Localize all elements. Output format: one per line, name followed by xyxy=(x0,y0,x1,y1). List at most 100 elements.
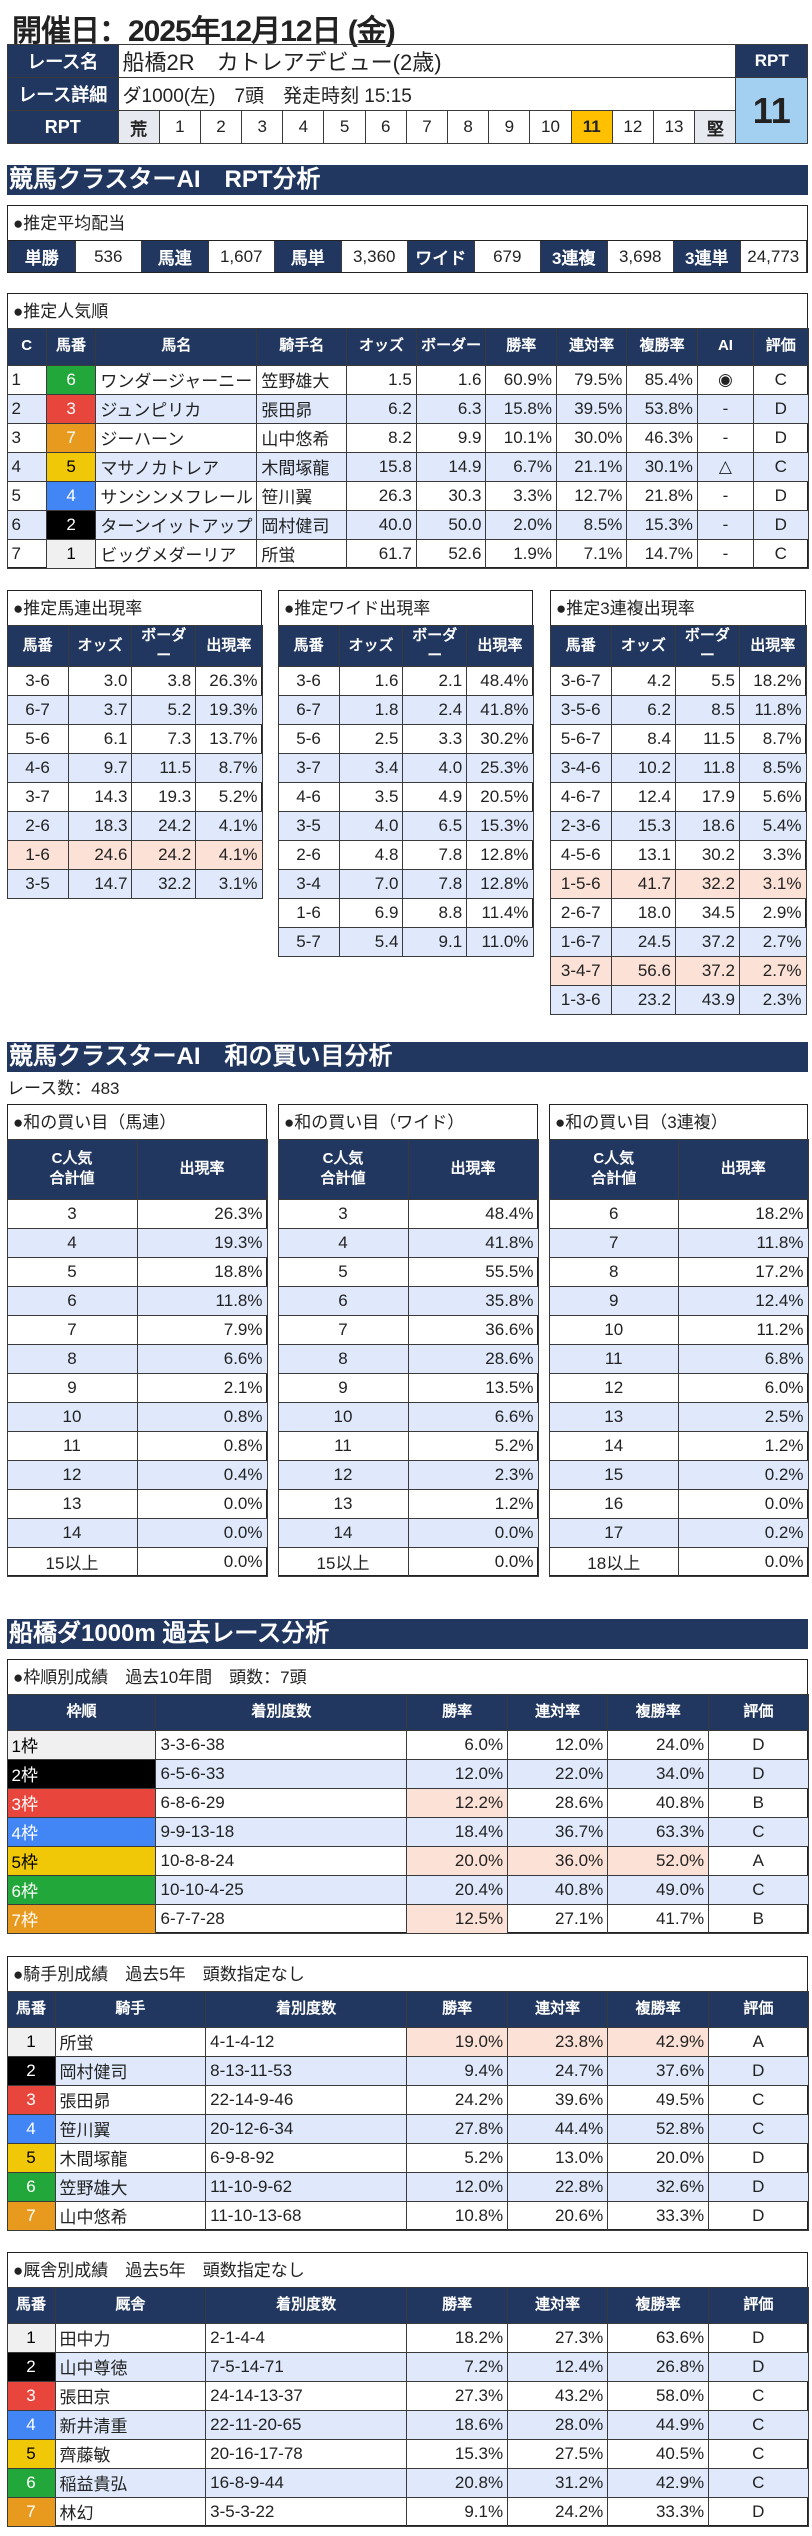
column-header: 馬番 xyxy=(6,2286,56,2324)
table-cell: 岡村健司 xyxy=(54,2055,207,2086)
table-row: 3-5 4.0 6.5 15.3% xyxy=(277,811,534,841)
column-header: 評価 xyxy=(708,2286,809,2324)
table-row: 13 0.0% xyxy=(6,1488,268,1519)
header-row: C人気 合計値 出現率 xyxy=(548,1138,809,1200)
table-cell: 5.2% xyxy=(195,782,263,812)
table-title: ●推定ワイド出現率 xyxy=(279,591,532,626)
table-cell: 37.6% xyxy=(607,2055,710,2086)
table-cell: 0.0% xyxy=(678,1546,809,1577)
table-cell: 12.8% xyxy=(466,840,534,870)
wide-box: ●推定ワイド出現率 馬番 オッズ ボーダー 出現率 3-6 1.6 2.1 48.4% 6-7 1.… xyxy=(277,590,534,957)
column-header: C xyxy=(6,327,47,366)
table-cell: 85.4% xyxy=(626,364,698,395)
table-cell: 張田京 xyxy=(54,2380,207,2411)
table-cell: 2.5% xyxy=(678,1401,809,1432)
sum-analysis-banner: 競馬クラスターAI 和の買い目分析 xyxy=(7,1042,808,1072)
column-header: 複勝率 xyxy=(607,2286,710,2324)
table-cell: 34.5 xyxy=(674,898,740,928)
column-header: 勝率 xyxy=(406,1693,509,1731)
table-cell: 56.6 xyxy=(610,956,676,986)
table-cell: 34.0% xyxy=(607,1758,710,1789)
table-row: 12 0.4% xyxy=(6,1459,268,1490)
payout-label: 3連複 xyxy=(540,241,608,272)
table-cell: 2.1 xyxy=(402,666,468,696)
data-table: 馬番 オッズ ボーダー 出現率 3-6 1.6 2.1 48.4% 6-7 1.8 2.4 41.8%… xyxy=(277,624,534,957)
frame-color-cell: 5 xyxy=(6,2438,56,2469)
table-cell: D xyxy=(708,2351,809,2382)
table-cell: 28.6% xyxy=(507,1787,609,1818)
table-row: 3 7 ジーハーン 山中悠希 8.2 9.9 10.1% 30.0% 46.3% - D xyxy=(6,422,809,453)
table-cell: 63.3% xyxy=(607,1816,710,1847)
column-header: 騎手 xyxy=(54,1990,207,2028)
table-cell: 13 xyxy=(548,1401,679,1432)
sum-sanrenpuku-box: ●和の買い目（3連複） C人気 合計値 出現率 6 18.2% 7 11.8% 8 17.2% 9… xyxy=(548,1104,809,1577)
table-cell: 3.0 xyxy=(67,666,133,696)
table-cell: 53.8% xyxy=(626,393,698,424)
table-row: 2枠 6-5-6-33 12.0% 22.0% 34.0% D xyxy=(6,1758,809,1789)
table-cell: 46.3% xyxy=(626,422,698,453)
table-cell: 24.5 xyxy=(610,927,676,957)
table-row: 1 6 ワンダージャーニー 笠野雄大 1.5 1.6 60.9% 79.5% 85.4% ◉ C xyxy=(6,364,809,395)
table-cell: 13 xyxy=(6,1488,138,1519)
column-header: 複勝率 xyxy=(607,1990,710,2028)
table-cell: 22-11-20-65 xyxy=(205,2409,408,2440)
table-cell: 18.2% xyxy=(678,1198,809,1229)
sum-wide-box: ●和の買い目（ワイド） C人気 合計値 出現率 3 48.4% 4 41.8% 5 55.5% 6… xyxy=(277,1104,539,1577)
table-cell: D xyxy=(708,2171,809,2202)
table-cell: C xyxy=(708,1816,809,1847)
table-cell: 新井清重 xyxy=(54,2409,207,2440)
table-cell: C xyxy=(708,2113,809,2144)
table-cell: 2.0% xyxy=(485,509,557,540)
column-header: 着別度数 xyxy=(205,1990,408,2028)
header-row: 馬番 騎手 着別度数 勝率 連対率 複勝率 評価 xyxy=(6,1990,809,2028)
column-header: 出現率 xyxy=(678,1138,809,1200)
table-cell: 6.9 xyxy=(338,898,404,928)
table-cell: 11.2% xyxy=(678,1314,809,1345)
table-cell: 8.5% xyxy=(555,509,628,540)
table-cell: 1.5 xyxy=(346,364,417,395)
table-cell: 1-3-6 xyxy=(549,985,612,1015)
table-cell: D xyxy=(708,2322,809,2353)
table-cell: 23.2 xyxy=(610,985,676,1015)
table-cell: 1-6 xyxy=(6,840,69,870)
table-row: 13 2.5% xyxy=(548,1401,809,1432)
table-cell: 26.8% xyxy=(607,2351,710,2382)
table-cell: 3.1% xyxy=(738,869,807,899)
table-cell: 4-6-7 xyxy=(549,782,612,812)
table-cell: 11 xyxy=(548,1343,679,1374)
table-cell: 27.5% xyxy=(507,2438,609,2469)
race-name: 船橋2R カトレアデビュー(2歳) xyxy=(117,44,737,78)
frame-color-cell: 3 xyxy=(6,2084,56,2115)
table-cell: 9.7 xyxy=(67,753,133,783)
rpt-scale-cell: 4 xyxy=(282,110,325,144)
table-cell: 5-7 xyxy=(277,927,340,957)
frame-color-cell: 7枠 xyxy=(6,1903,157,1934)
table-cell: 12.4% xyxy=(507,2351,609,2382)
column-header: 評価 xyxy=(708,1990,809,2028)
table-row: 2 山中尊徳 7-5-14-71 7.2% 12.4% 26.8% D xyxy=(6,2351,809,2382)
table-cell: 15 xyxy=(548,1459,679,1490)
table-cell: 35.8% xyxy=(407,1285,539,1316)
table-cell: 6-7 xyxy=(6,695,69,725)
table-cell: 15.3% xyxy=(406,2438,509,2469)
rpt-scale-cell: 7 xyxy=(405,110,449,144)
table-row: 7 1 ビッグメダーリア 所蛍 61.7 52.6 1.9% 7.1% 14.7% - C xyxy=(6,538,809,569)
table-row: 3-5-6 6.2 8.5 11.8% xyxy=(549,695,807,725)
table-cell: 63.6% xyxy=(607,2322,710,2353)
table-cell: 12.7% xyxy=(555,480,628,511)
table-cell: 6.8% xyxy=(678,1343,809,1374)
table-cell: 8.5 xyxy=(674,695,740,725)
table-cell: 31.2% xyxy=(507,2467,609,2498)
frame-color-cell: 6 xyxy=(6,2467,56,2498)
table-cell: 5.6% xyxy=(738,782,807,812)
payout-label: 3連単 xyxy=(673,241,741,272)
table-cell: 3 xyxy=(6,422,47,453)
table-cell: 13.7% xyxy=(195,724,263,754)
table-cell: 11.0% xyxy=(466,927,534,957)
table-cell: 12.5% xyxy=(406,1903,509,1934)
header-row: 馬番 オッズ ボーダー 出現率 xyxy=(549,624,807,667)
header-row: C 馬番 馬名 騎手名 オッズ ボーダー 勝率 連対率 複勝率 AI 評価 xyxy=(6,327,809,366)
table-cell: 1-5-6 xyxy=(549,869,612,899)
table-cell: C xyxy=(708,1874,809,1905)
table-cell: 9 xyxy=(277,1372,409,1403)
